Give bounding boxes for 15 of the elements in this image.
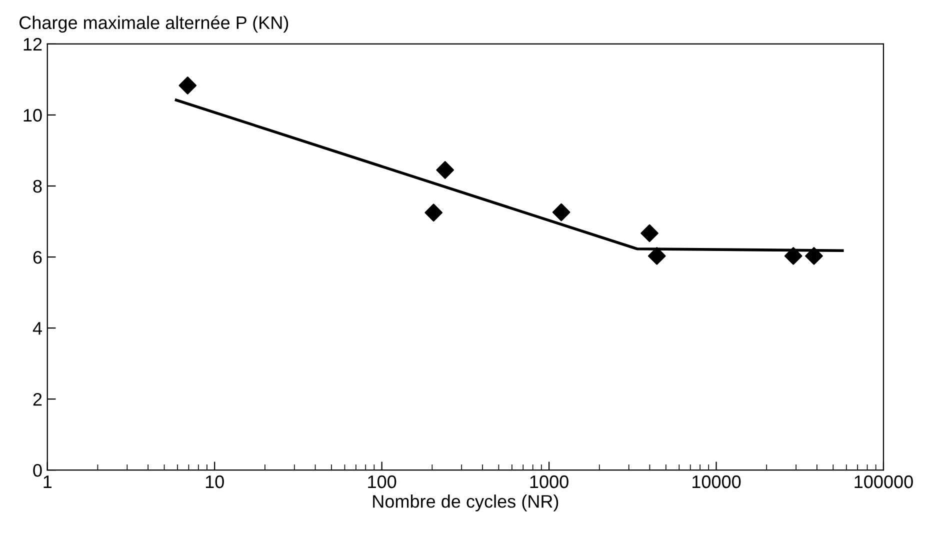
y-axis-title: Charge maximale alternée P (KN) (19, 16, 288, 33)
x-tick-label: 100000 (854, 475, 913, 488)
y-tick-label: 10 (24, 108, 42, 122)
x-tick-label: 10000 (692, 475, 741, 488)
x-tick-label: 1 (44, 476, 52, 488)
x-tick-label: 1000 (530, 475, 568, 488)
x-tick-label: 10 (206, 475, 224, 488)
y-tick-label: 2 (33, 392, 42, 406)
y-tick-label: 4 (32, 322, 42, 335)
x-tick-label: 100 (368, 475, 396, 488)
y-tick-label: 6 (33, 250, 42, 264)
y-tick-label: 0 (33, 464, 42, 477)
x-axis-title: Nombre de cycles (NR) (373, 494, 558, 512)
y-tick-label: 8 (33, 180, 42, 193)
y-tick-label: 12 (24, 38, 42, 50)
